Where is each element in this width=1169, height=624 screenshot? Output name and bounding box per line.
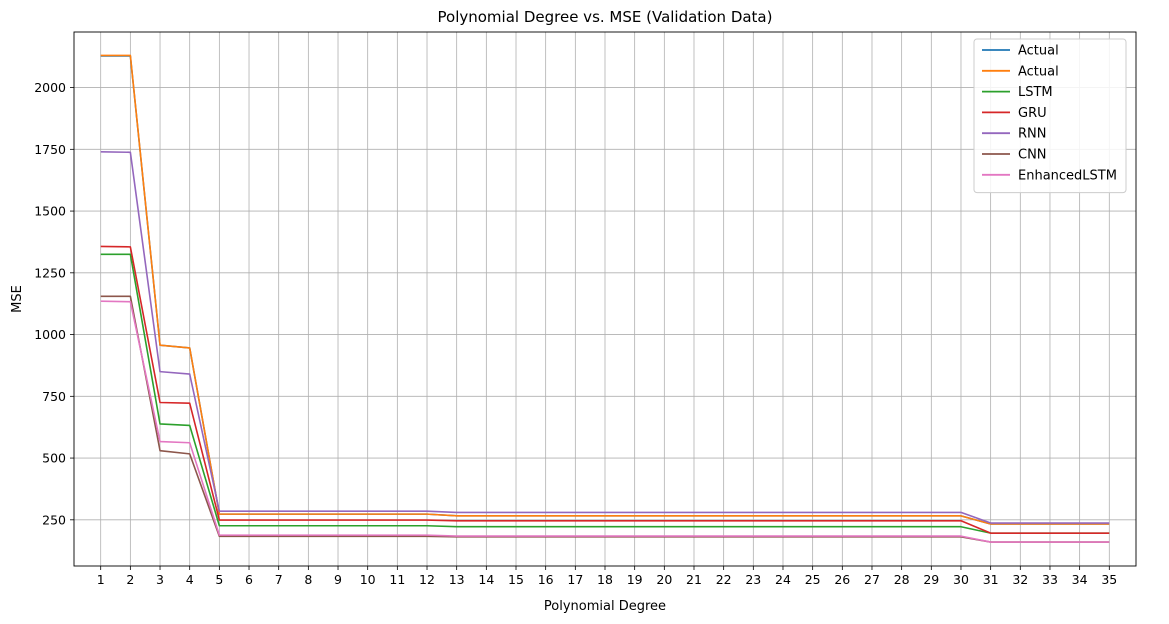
legend-label: RNN — [1018, 127, 1046, 142]
x-tick-label: 15 — [508, 572, 524, 587]
legend-label: Actual — [1018, 44, 1059, 59]
chart-title: Polynomial Degree vs. MSE (Validation Da… — [438, 8, 773, 26]
x-tick-label: 21 — [686, 572, 702, 587]
x-tick-label: 4 — [186, 572, 194, 587]
x-tick-label: 25 — [805, 572, 821, 587]
y-tick-label: 1500 — [34, 204, 66, 219]
y-tick-label: 2000 — [34, 80, 66, 95]
x-tick-label: 33 — [1042, 572, 1058, 587]
y-tick-label: 250 — [42, 512, 66, 527]
x-tick-label: 10 — [360, 572, 376, 587]
series-line-rnn-4 — [100, 150, 1110, 524]
x-tick-label: 2 — [126, 572, 134, 587]
x-tick-label: 13 — [449, 572, 465, 587]
y-tick-label: 1750 — [34, 142, 66, 157]
x-tick-label: 35 — [1101, 572, 1117, 587]
grid-lines — [74, 32, 1136, 566]
x-tick-label: 16 — [538, 572, 554, 587]
x-tick-label: 34 — [1072, 572, 1088, 587]
x-tick-label: 31 — [983, 572, 999, 587]
x-tick-label: 23 — [745, 572, 761, 587]
x-tick-label: 32 — [1012, 572, 1028, 587]
series-lines — [100, 54, 1110, 543]
x-tick-label: 14 — [478, 572, 494, 587]
y-tick-label: 1000 — [34, 327, 66, 342]
x-axis-title: Polynomial Degree — [544, 599, 666, 614]
legend-label: EnhancedLSTM — [1018, 168, 1117, 183]
x-tick-label: 17 — [567, 572, 583, 587]
x-tick-label: 11 — [389, 572, 405, 587]
x-tick-label: 29 — [923, 572, 939, 587]
x-tick-label: 5 — [215, 572, 223, 587]
x-tick-label: 8 — [304, 572, 312, 587]
y-tick-label: 500 — [42, 451, 66, 466]
legend-label: CNN — [1018, 148, 1047, 163]
x-tick-label: 27 — [864, 572, 880, 587]
x-tick-label: 24 — [775, 572, 791, 587]
legend-label: Actual — [1018, 64, 1059, 79]
legend-label: LSTM — [1018, 85, 1053, 100]
y-tick-label: 1250 — [34, 265, 66, 280]
series-line-enhancedlstm-6 — [100, 300, 1110, 543]
x-tick-label: 18 — [597, 572, 613, 587]
y-tick-label: 750 — [42, 389, 66, 404]
x-tick-label: 26 — [834, 572, 850, 587]
legend: Actual Actual LSTM GRU RNN CNN EnhancedLSTM — [973, 38, 1127, 194]
x-tick-label: 9 — [334, 572, 342, 587]
axis-ticks: 1 2 3 4 5 6 7 8 9 10 11 12 13 14 15 16 17 18 19 20 21 22 23 24 2… — [34, 80, 1117, 587]
x-tick-label: 7 — [275, 572, 283, 587]
x-tick-label: 30 — [953, 572, 969, 587]
series-line-lstm-2 — [100, 253, 1110, 534]
legend-label: GRU — [1018, 106, 1047, 121]
series-line-gru-3 — [100, 245, 1110, 534]
y-axis-title: MSE — [10, 285, 25, 313]
legend-box — [973, 38, 1127, 194]
x-tick-label: 28 — [894, 572, 910, 587]
series-line-actual-1 — [100, 54, 1110, 525]
x-tick-label: 1 — [97, 572, 105, 587]
x-tick-label: 19 — [627, 572, 643, 587]
x-tick-label: 3 — [156, 572, 164, 587]
x-tick-label: 22 — [716, 572, 732, 587]
x-tick-label: 6 — [245, 572, 253, 587]
x-tick-label: 12 — [419, 572, 435, 587]
x-tick-label: 20 — [656, 572, 672, 587]
